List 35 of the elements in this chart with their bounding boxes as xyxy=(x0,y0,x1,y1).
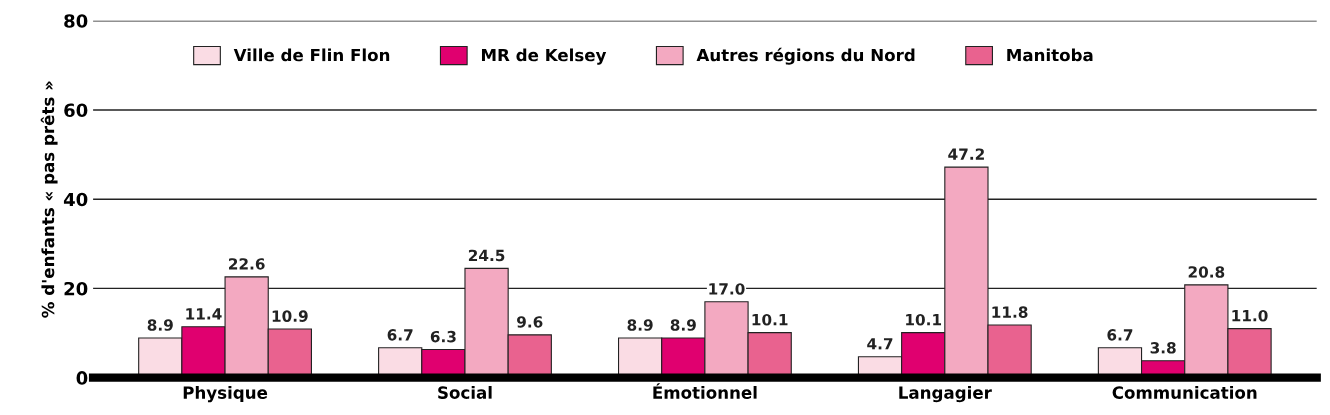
data-label: 4.7 xyxy=(867,338,893,350)
data-label: 10.1 xyxy=(752,313,788,326)
y-tick-label: 60 xyxy=(64,103,88,118)
data-label: 8.9 xyxy=(670,319,696,331)
data-label: 6.7 xyxy=(1107,329,1133,341)
data-label: 22.6 xyxy=(229,258,265,270)
data-label: 47.2 xyxy=(948,148,984,160)
x-tick-label: Langagier xyxy=(899,385,992,403)
data-label: 10.9 xyxy=(272,310,308,322)
y-tick-label: 20 xyxy=(64,281,88,296)
data-label: 11.8 xyxy=(992,306,1028,318)
data-label: 24.5 xyxy=(468,249,505,262)
x-tick-label: Émotionnel xyxy=(653,383,757,399)
y-axis-title: % d'enfants « pas prêts » xyxy=(40,81,58,318)
data-label: 3.8 xyxy=(1150,342,1176,354)
y-tick-label: 0 xyxy=(76,371,88,385)
legend-label: Ville de Flin Flon xyxy=(233,48,390,62)
data-label: 6.3 xyxy=(430,330,456,343)
data-label: 9.6 xyxy=(517,316,543,328)
legend-label: Autres régions du Nord xyxy=(696,47,915,65)
x-tick-label: Social xyxy=(438,385,492,399)
data-label: 17.0 xyxy=(709,283,745,295)
data-label: 8.9 xyxy=(147,319,173,331)
data-label: 11.4 xyxy=(186,308,222,320)
legend-label: MR de Kelsey xyxy=(481,48,607,65)
data-label: 10.1 xyxy=(906,313,942,326)
x-tick-label: Physique xyxy=(183,385,268,403)
y-tick-label: 40 xyxy=(63,192,88,207)
data-label: 20.8 xyxy=(1188,266,1225,278)
data-label: 6.7 xyxy=(387,329,413,341)
y-tick-label: 80 xyxy=(64,14,88,28)
data-label: 11.0 xyxy=(1232,309,1268,322)
legend-label: Manitoba xyxy=(1007,48,1093,62)
x-tick-label: Communication xyxy=(1112,385,1257,399)
data-label: 8.9 xyxy=(627,319,653,331)
